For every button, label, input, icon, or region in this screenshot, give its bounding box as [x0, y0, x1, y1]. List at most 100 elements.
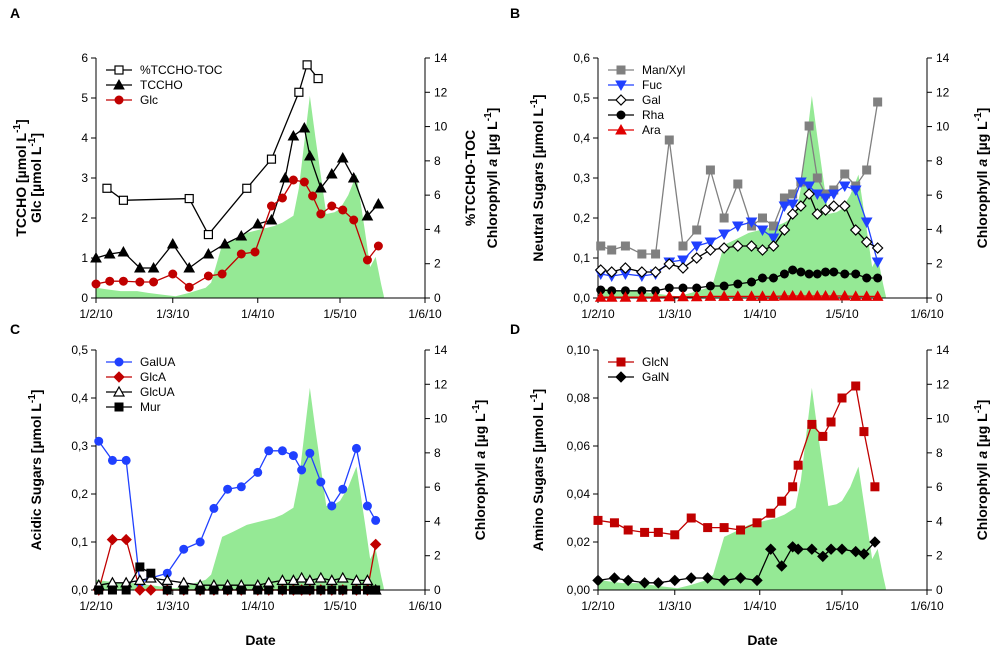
data-point: [653, 527, 663, 537]
panel-letter: A: [10, 5, 20, 21]
legend-label: GlcA: [140, 370, 166, 384]
left-tick-label: 0,06: [567, 439, 591, 453]
data-point: [778, 224, 791, 236]
left-tick-label: 0,02: [567, 535, 591, 549]
data-point: [297, 585, 307, 595]
data-point: [686, 513, 696, 523]
data-point: [298, 121, 311, 133]
legend-marker: [113, 78, 125, 90]
data-point: [209, 585, 219, 595]
data-point: [719, 523, 729, 533]
data-point: [827, 289, 840, 301]
left-tick-label: 0,0: [71, 583, 88, 597]
data-point: [338, 205, 348, 215]
data-point: [849, 224, 862, 236]
data-point: [179, 585, 189, 595]
data-point: [372, 197, 385, 209]
series-gal: [594, 188, 884, 278]
data-point: [264, 585, 274, 595]
data-point: [860, 217, 873, 229]
chlorophyll-area: [598, 95, 886, 298]
data-point: [223, 585, 233, 595]
data-point: [219, 237, 231, 249]
data-point: [327, 501, 337, 511]
data-point: [146, 568, 156, 578]
legend-label: Man/Xyl: [642, 63, 685, 77]
data-point: [168, 269, 178, 279]
data-point: [849, 185, 862, 197]
x-tick-label: 1/4/10: [743, 599, 777, 613]
left-tick-label: 0,2: [573, 211, 590, 225]
data-point: [811, 189, 824, 201]
x-tick-label: 1/3/10: [156, 307, 190, 321]
data-point: [701, 572, 714, 584]
data-point: [840, 269, 850, 279]
data-point: [288, 585, 298, 595]
data-point: [338, 585, 348, 595]
right-tick-label: 4: [936, 222, 943, 236]
left-axis-label: Glc [µmol L-1]: [27, 133, 44, 223]
data-point: [838, 181, 851, 193]
right-tick-label: 6: [936, 188, 943, 202]
data-point: [106, 533, 119, 546]
left-tick-label: 3: [81, 171, 88, 185]
data-point: [788, 482, 798, 492]
data-point: [812, 269, 822, 279]
x-tick-label: 1/4/10: [241, 307, 275, 321]
data-point: [623, 525, 633, 535]
panel-letter: C: [10, 321, 20, 337]
x-tick-label: 1/4/10: [743, 307, 777, 321]
x-tick-label: 1/2/10: [581, 599, 615, 613]
data-point: [825, 543, 837, 555]
data-point: [803, 188, 815, 200]
x-tick-label: 1/3/10: [658, 307, 692, 321]
legend-marker: [616, 110, 626, 120]
left-tick-label: 1: [81, 251, 88, 265]
data-point: [873, 97, 883, 107]
data-point: [325, 574, 338, 586]
data-point: [670, 530, 680, 540]
left-tick-label: 0: [81, 291, 88, 305]
data-point: [685, 572, 697, 584]
data-point: [836, 543, 848, 555]
data-point: [316, 209, 326, 219]
data-point: [703, 523, 713, 533]
right-tick-label: 4: [434, 514, 441, 528]
legend-marker: [615, 94, 627, 106]
data-point: [264, 446, 274, 456]
data-point: [305, 585, 315, 595]
panel-letter: D: [510, 321, 520, 337]
data-point: [837, 393, 847, 403]
data-point: [795, 289, 807, 301]
x-tick-label: 1/4/10: [241, 599, 275, 613]
data-point: [203, 229, 214, 240]
data-point: [162, 585, 172, 595]
right-tick-label: 14: [434, 343, 448, 357]
data-point: [869, 536, 881, 548]
data-point: [804, 269, 814, 279]
right-axis-label: Chlorophyll a [µg L-1]: [973, 400, 990, 541]
legend-label: GlcN: [642, 355, 669, 369]
data-point: [795, 200, 807, 212]
data-point: [690, 290, 703, 302]
series-ara: [594, 289, 884, 302]
data-point: [705, 281, 715, 291]
data-point: [718, 229, 730, 241]
series-glc: [91, 175, 383, 292]
data-point: [183, 261, 196, 273]
data-point: [733, 279, 743, 289]
legend-label: Gal: [642, 93, 661, 107]
data-point: [747, 277, 757, 287]
data-point: [94, 436, 104, 446]
legend-marker: [112, 385, 126, 397]
data-point: [303, 574, 316, 586]
data-point: [223, 484, 233, 494]
data-point: [663, 258, 676, 270]
data-point: [305, 448, 315, 458]
data-point: [786, 199, 799, 211]
right-tick-label: 14: [936, 343, 950, 357]
data-point: [636, 266, 648, 278]
data-point: [851, 381, 861, 391]
right-tick-label: 0: [936, 583, 943, 597]
data-point: [804, 121, 814, 131]
